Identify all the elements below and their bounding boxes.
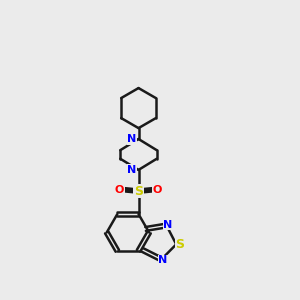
Text: S: S [175,238,184,251]
Text: N: N [128,134,137,144]
Text: N: N [163,220,172,230]
Text: O: O [115,184,124,195]
Text: N: N [128,165,137,175]
Text: N: N [158,255,167,265]
Text: S: S [134,184,143,198]
Text: O: O [153,184,162,195]
